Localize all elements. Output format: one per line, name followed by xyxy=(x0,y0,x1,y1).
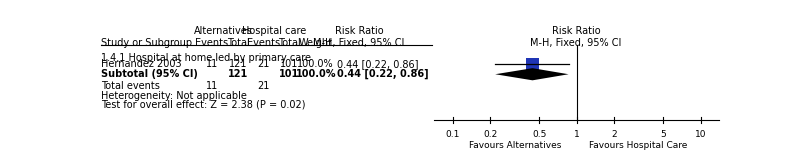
Text: M-H, Fixed, 95% CI: M-H, Fixed, 95% CI xyxy=(530,39,622,48)
Text: Total events: Total events xyxy=(101,81,159,91)
Text: Weight: Weight xyxy=(298,39,333,48)
Text: Favours Alternatives: Favours Alternatives xyxy=(469,141,561,150)
Text: Total: Total xyxy=(227,39,250,48)
Text: 0.1: 0.1 xyxy=(446,130,460,139)
Text: Study or Subgroup: Study or Subgroup xyxy=(101,39,192,48)
Text: Hospital care: Hospital care xyxy=(242,26,306,36)
Text: Subtotal (95% CI): Subtotal (95% CI) xyxy=(101,69,198,79)
Text: 11: 11 xyxy=(206,81,218,91)
Text: 1: 1 xyxy=(574,130,579,139)
Text: 0.5: 0.5 xyxy=(532,130,546,139)
Text: Risk Ratio: Risk Ratio xyxy=(335,26,383,36)
Text: M-H, Fixed, 95% CI: M-H, Fixed, 95% CI xyxy=(314,39,405,48)
Text: 100.0%: 100.0% xyxy=(295,69,336,79)
Text: Test for overall effect: Z = 2.38 (P = 0.02): Test for overall effect: Z = 2.38 (P = 0… xyxy=(101,100,305,110)
Text: Alternatives: Alternatives xyxy=(194,26,253,36)
Text: Events: Events xyxy=(247,39,280,48)
Text: Risk Ratio: Risk Ratio xyxy=(552,26,601,36)
Text: Hernandez 2003: Hernandez 2003 xyxy=(101,59,182,69)
Polygon shape xyxy=(495,68,569,80)
Text: 5: 5 xyxy=(661,130,666,139)
Bar xyxy=(526,58,539,70)
Text: 21: 21 xyxy=(258,81,270,91)
Text: 101: 101 xyxy=(280,59,298,69)
Text: 2: 2 xyxy=(611,130,617,139)
Text: Heterogeneity: Not applicable: Heterogeneity: Not applicable xyxy=(101,91,246,101)
Text: 101: 101 xyxy=(279,69,299,79)
Text: 121: 121 xyxy=(229,59,247,69)
Text: 0.2: 0.2 xyxy=(483,130,497,139)
Text: Total: Total xyxy=(278,39,301,48)
Text: Favours Hospital Care: Favours Hospital Care xyxy=(590,141,688,150)
Text: 0.44 [0.22, 0.86]: 0.44 [0.22, 0.86] xyxy=(338,59,419,69)
Text: 21: 21 xyxy=(258,59,270,69)
Text: 121: 121 xyxy=(228,69,248,79)
Text: 10: 10 xyxy=(695,130,706,139)
Text: 0.44 [0.22, 0.86]: 0.44 [0.22, 0.86] xyxy=(338,69,429,79)
Text: 11: 11 xyxy=(206,59,218,69)
Text: 100.0%: 100.0% xyxy=(298,59,334,69)
Text: 1.4.1 Hospital at home led by primary care: 1.4.1 Hospital at home led by primary ca… xyxy=(101,52,310,63)
Text: Events: Events xyxy=(195,39,228,48)
